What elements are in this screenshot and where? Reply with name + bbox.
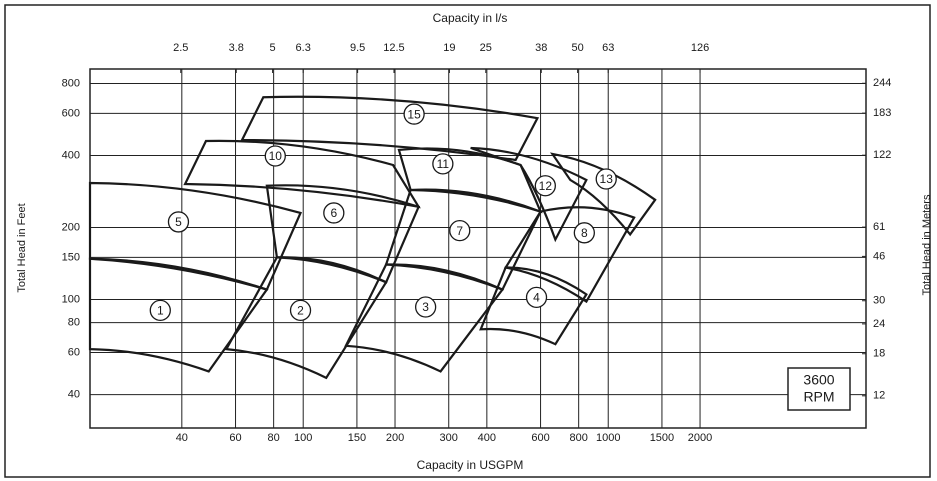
region-label: 5: [175, 215, 182, 229]
region-label-circle: [289, 299, 312, 322]
pump-region: [384, 188, 543, 291]
region-label: 8: [581, 226, 588, 240]
y-tick-label: 400: [62, 149, 80, 161]
rpm-box: [787, 367, 851, 411]
x-tick-label: 600: [531, 432, 549, 444]
x2-tick-label: 12.5: [383, 42, 404, 54]
region-label-circle: [573, 222, 595, 244]
x-tick-label: 150: [348, 432, 366, 444]
region-label-circle: [149, 299, 171, 322]
y2-tick-label: 122: [873, 149, 891, 161]
pump-region: [240, 95, 540, 162]
x-tick-label: 300: [440, 432, 458, 444]
x2-tick-label: 126: [691, 42, 709, 54]
y2-axis-title: Total Head in Meters: [921, 194, 933, 295]
pump-region: [503, 206, 636, 304]
region-label: 7: [456, 224, 463, 238]
frame: [4, 4, 931, 478]
region-label-circle: [264, 145, 286, 167]
region-label: 2: [297, 304, 304, 318]
pump-region: [397, 147, 543, 214]
x-axis-title: Capacity in USGPM: [417, 458, 524, 472]
y-tick-label: 600: [62, 107, 80, 119]
x-tick-label: 2000: [688, 432, 712, 444]
y2-tick-label: 244: [873, 77, 891, 89]
x2-tick-label: 6.3: [296, 42, 311, 54]
x2-tick-label: 38: [535, 42, 547, 54]
y2-tick-label: 30: [873, 295, 885, 307]
y2-tick-label: 46: [873, 250, 885, 262]
plot-area: [89, 68, 867, 429]
y-tick-label: 60: [68, 346, 80, 358]
y-axis-title: Total Head in Feet: [16, 203, 28, 292]
region-label: 1: [157, 304, 164, 318]
y2-tick-label: 61: [873, 221, 885, 233]
y2-tick-label: 24: [873, 318, 885, 330]
y2-tick-label: 183: [873, 107, 891, 119]
region-label-circle: [534, 175, 556, 197]
x-tick-label: 1500: [650, 432, 674, 444]
region-label-circle: [323, 202, 345, 224]
x2-tick-label: 50: [571, 42, 583, 54]
region-label: 4: [533, 291, 540, 305]
region-label-circle: [525, 286, 548, 309]
x-tick-label: 40: [176, 432, 188, 444]
rpm-text: RPM: [803, 389, 834, 405]
x2-tick-label: 19: [443, 42, 455, 54]
region-label-circle: [167, 211, 190, 233]
y-tick-label: 80: [68, 317, 80, 329]
pump-region: [479, 266, 588, 346]
region-label-circle: [432, 153, 454, 175]
region-label-circle: [403, 103, 425, 125]
region-label-circle: [449, 219, 471, 242]
y-tick-label: 800: [62, 77, 80, 89]
x-tick-label: 1000: [596, 432, 620, 444]
x2-tick-label: 2.5: [173, 42, 188, 54]
x2-tick-label: 3.8: [229, 42, 244, 54]
x2-tick-label: 5: [270, 42, 276, 54]
x2-tick-label: 63: [602, 42, 614, 54]
pump-region: [88, 257, 269, 373]
region-label: 11: [437, 157, 450, 171]
pump-region: [470, 146, 588, 243]
region-label: 3: [422, 300, 429, 314]
region-label: 10: [269, 149, 283, 163]
region-label-circle: [595, 168, 617, 190]
region-label-circle: [414, 296, 437, 318]
y-tick-label: 150: [62, 251, 80, 263]
x-tick-label: 800: [569, 432, 587, 444]
x-tick-label: 200: [386, 432, 404, 444]
y-tick-label: 100: [62, 293, 80, 305]
pump-region: [183, 139, 421, 209]
x2-tick-label: 9.5: [350, 42, 365, 54]
x-tick-label: 60: [229, 432, 241, 444]
x-tick-label: 100: [294, 432, 312, 444]
region-label: 6: [330, 206, 337, 220]
rpm-text: 3600: [803, 372, 834, 388]
pump-region: [224, 256, 388, 380]
y2-tick-label: 12: [873, 390, 885, 402]
x2-tick-label: 25: [480, 42, 492, 54]
y-tick-label: 200: [62, 221, 80, 233]
y2-tick-label: 18: [873, 348, 885, 360]
top-axis-title: Capacity in l/s: [433, 11, 508, 25]
x-tick-label: 80: [268, 432, 280, 444]
y-tick-label: 40: [68, 389, 80, 401]
x-tick-label: 400: [478, 432, 496, 444]
region-label: 12: [539, 179, 553, 193]
region-label: 15: [407, 107, 421, 121]
pump-region: [88, 181, 303, 291]
region-label: 13: [600, 172, 614, 186]
pump-region: [549, 152, 657, 237]
